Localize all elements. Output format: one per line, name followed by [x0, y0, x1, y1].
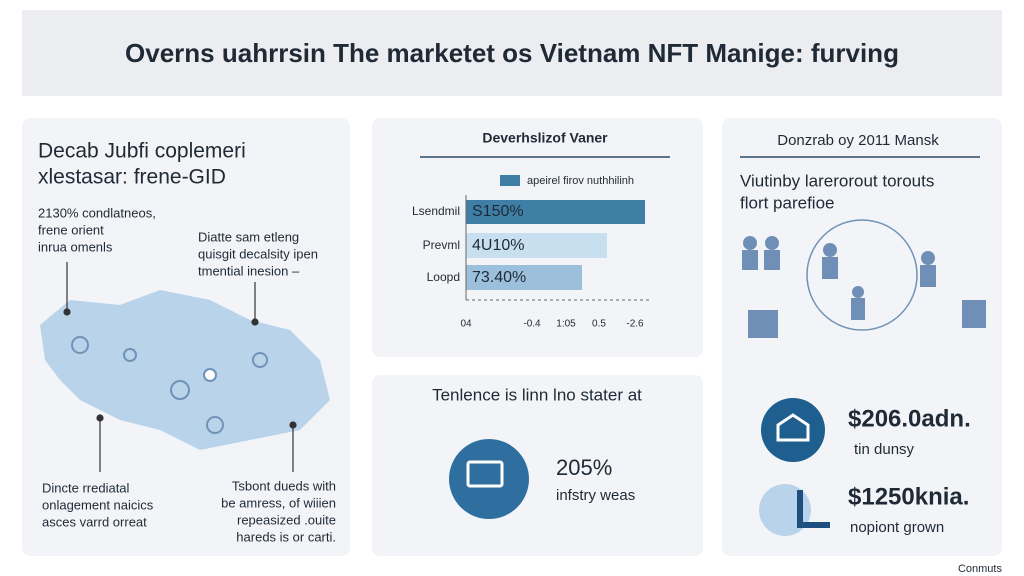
icon [761, 398, 825, 462]
value-label: S150% [472, 203, 524, 220]
annotation-line: repeasized .ouite [237, 512, 336, 527]
bar [466, 265, 582, 290]
page-title: Overns uahrrsin The marketet os Vietnam … [125, 38, 899, 68]
panel [372, 375, 703, 556]
icon [797, 490, 830, 528]
illustration [742, 236, 986, 338]
axis-label: -0.4 [523, 319, 541, 330]
annotation-line: frene orient [38, 222, 104, 237]
category-label: Lsendmil [412, 204, 460, 218]
icon [776, 413, 810, 442]
annotation-line: quisgit decalsity ipen [198, 246, 318, 261]
annotation-line: be amress, of wiiien [221, 495, 336, 510]
panel-title: xlestasar: frene-GID [38, 166, 226, 189]
axis-label: 04 [460, 319, 472, 330]
panel-title: Donzrab oy 2011 Mansk [777, 132, 939, 149]
stat-caption: infstry weas [556, 487, 635, 504]
panel-title: Tenlence is linn lno stater at [432, 385, 642, 404]
map [40, 290, 330, 450]
stat-caption: nopiont grown [850, 519, 944, 536]
axis-label: 0.5 [592, 319, 606, 330]
stat-caption: tin dunsy [854, 441, 915, 458]
bar [466, 233, 607, 258]
annotation-line: 2130% condlatneos, [38, 205, 156, 220]
stat-value: $206.0adn. [848, 405, 971, 432]
annotation-line: onlagement naicics [42, 497, 154, 512]
category-label: Prevml [423, 238, 460, 252]
annotation-line: hareds is or carti. [236, 529, 336, 544]
stat-value: 205% [556, 455, 612, 480]
illustration [806, 219, 918, 331]
annotation-line: tmential inesion – [198, 263, 300, 278]
panel-subtitle: Viutinby larerorout torouts [740, 171, 934, 190]
panel-title: Deverhslizof Vaner [482, 130, 608, 146]
annotation-line: Dincte rrediatal [42, 480, 130, 495]
bar [466, 200, 645, 224]
footer-note: Conmuts [958, 563, 1003, 575]
map-icons [71, 336, 268, 434]
axis-label: -2.6 [626, 319, 644, 330]
annotation-line: inrua omenls [38, 239, 113, 254]
category-label: Loopd [427, 270, 460, 284]
leader-lines [63, 262, 297, 472]
stat-value: $1250knia. [848, 483, 969, 510]
value-label: 73.40% [472, 269, 526, 286]
icon [759, 484, 811, 536]
panel-title: Decab Jubfi coplemeri [38, 140, 246, 163]
axis-label: 1:05 [556, 319, 576, 330]
annotation: 2130% condlatneos, frene orient inrua om… [38, 205, 336, 544]
legend-swatch [500, 175, 520, 186]
icon [449, 439, 529, 519]
value-label: 4U10% [472, 237, 524, 254]
icon [466, 460, 504, 488]
annotation-line: asces varrd orreat [42, 514, 147, 529]
annotation-line: Diatte sam etleng [198, 229, 299, 244]
panel-subtitle: flort parefioe [740, 193, 835, 212]
legend-label: apeirel firov nuthhilinh [527, 175, 634, 187]
annotation-line: Tsbont dueds with [232, 478, 336, 493]
header-band [22, 10, 1002, 96]
